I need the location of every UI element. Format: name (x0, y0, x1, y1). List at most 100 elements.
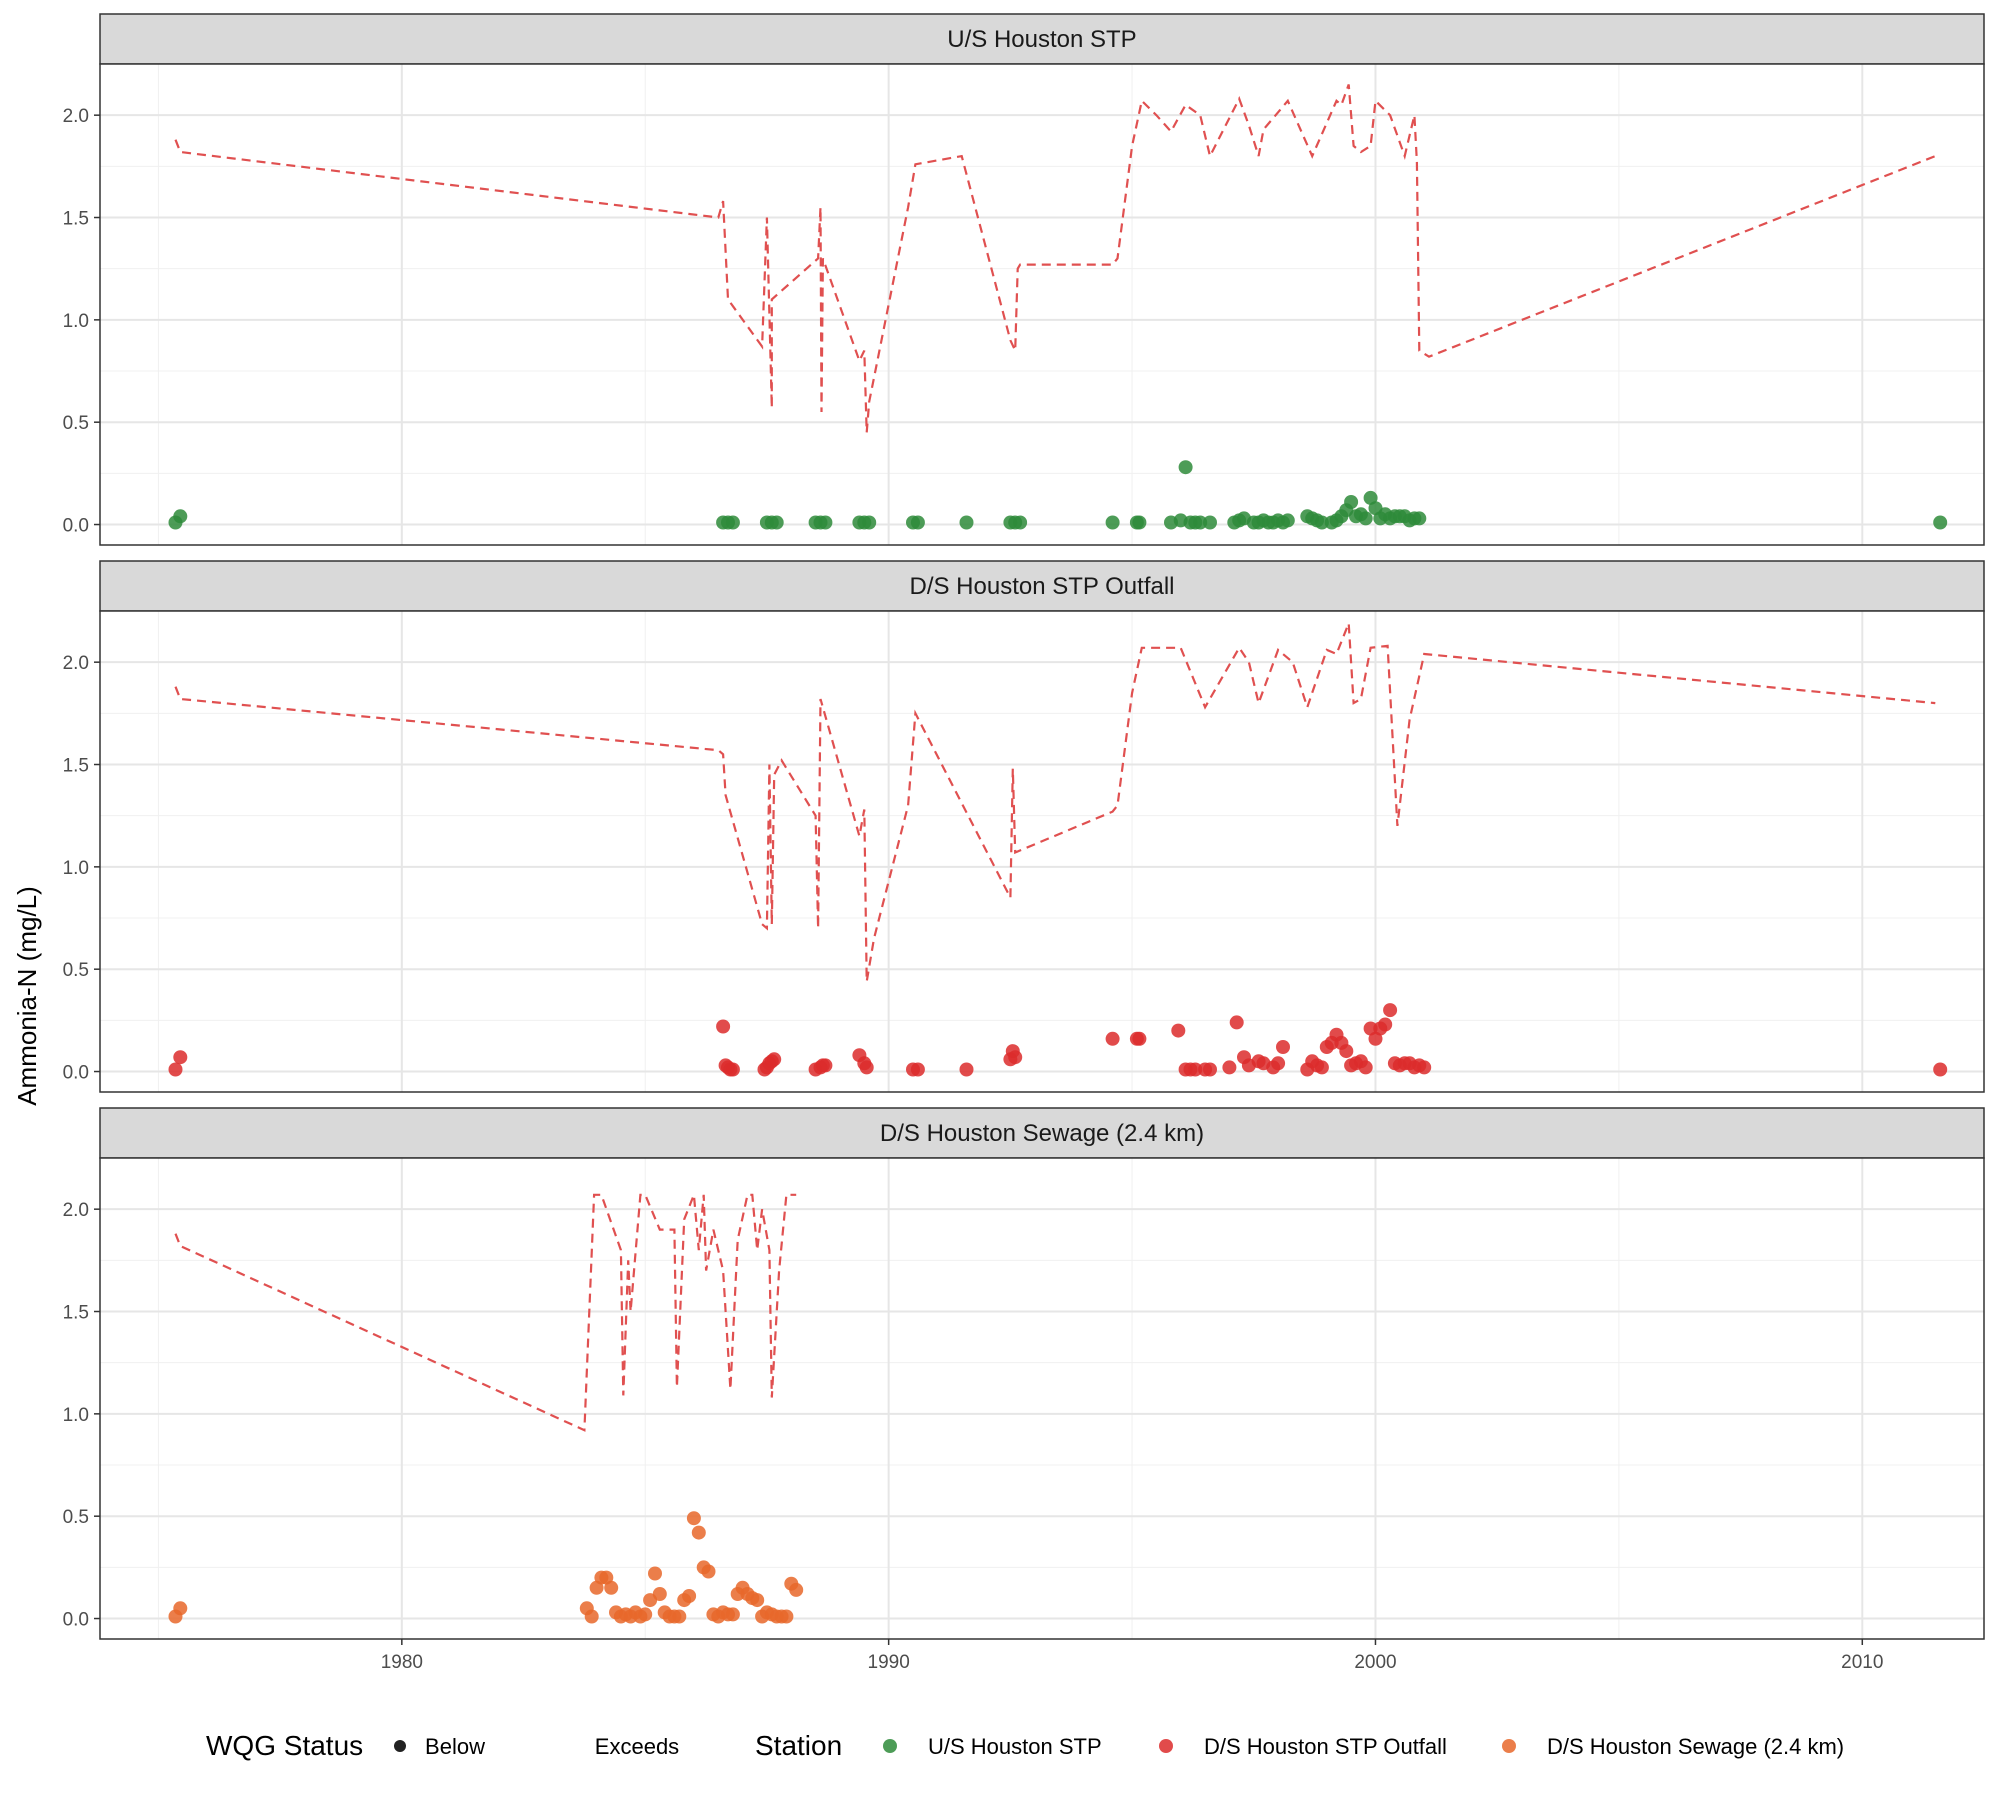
y-tick-label: 0.0 (63, 1063, 89, 1084)
panel-border (99, 610, 1985, 1093)
data-point (701, 1564, 716, 1579)
x-tick-label: 1980 (381, 1652, 423, 1673)
panel-background (100, 1158, 1984, 1639)
data-point (910, 1062, 925, 1077)
y-tick-label: 2.0 (63, 653, 89, 674)
data-point (725, 1062, 740, 1077)
data-point (1171, 1023, 1186, 1038)
data-point (1417, 1060, 1432, 1075)
legend-key-circle (394, 1740, 406, 1752)
data-point (682, 1589, 697, 1603)
data-point (1412, 511, 1427, 526)
x-tick-label: 2000 (1354, 1652, 1396, 1673)
legend-status-label: Below (425, 1734, 485, 1759)
y-tick-label: 1.0 (63, 1405, 89, 1426)
data-point (1132, 1031, 1147, 1046)
data-point (173, 1050, 188, 1065)
legend-status-items: Below Exceeds (394, 1734, 679, 1759)
legend-station-label: D/S Houston Sewage (2.4 km) (1547, 1734, 1844, 1759)
legend-status-title: WQG Status (206, 1730, 363, 1761)
panel-title: D/S Houston STP Outfall (909, 573, 1174, 600)
y-tick-label: 0.5 (63, 1507, 89, 1528)
data-point (604, 1580, 619, 1595)
data-point (959, 1062, 974, 1077)
data-point (1280, 513, 1295, 528)
wqg-guideline (174, 84, 1936, 433)
data-point (725, 515, 740, 530)
data-point (691, 1525, 706, 1540)
data-point (638, 1607, 653, 1622)
panel-border (99, 63, 1985, 546)
panel-strip (99, 560, 1985, 612)
legend-key-circle (1502, 1739, 1516, 1753)
wqg-guideline (174, 1193, 797, 1432)
panel-strip (99, 13, 1985, 65)
panel-strip (99, 1107, 1985, 1159)
data-point (1276, 1040, 1290, 1054)
data-point (1339, 1044, 1354, 1059)
legend-station-items: U/S Houston STP D/S Houston STP Outfall D/… (883, 1734, 1844, 1759)
data-point (1188, 1062, 1203, 1077)
data-point (1383, 1003, 1398, 1018)
y-tick-label: 0.0 (63, 516, 89, 537)
data-points (168, 1511, 804, 1624)
y-axis-title: Ammonia-N (mg/L) (12, 886, 42, 1106)
data-point (1933, 1062, 1948, 1077)
gridlines (100, 63, 1984, 545)
y-tick-label: 2.0 (63, 1200, 89, 1221)
data-point (1193, 515, 1208, 530)
y-axis: 0.0 0.5 1.0 1.5 2.0 (63, 1200, 100, 1631)
y-tick-label: 1.0 (63, 858, 89, 879)
data-point (1203, 515, 1217, 530)
data-point (1358, 511, 1373, 526)
gridlines (100, 610, 1984, 1092)
data-point (1314, 515, 1329, 530)
data-point (1378, 1017, 1393, 1032)
data-point (1203, 1062, 1217, 1077)
legend: WQG Status Below Exceeds Station U/S Hous… (206, 1730, 1844, 1761)
data-point (1229, 1015, 1244, 1030)
data-point (789, 1582, 804, 1597)
data-point (648, 1566, 662, 1581)
data-point (686, 1511, 701, 1526)
y-tick-label: 1.5 (63, 1303, 89, 1324)
y-tick-label: 1.0 (63, 311, 89, 332)
data-point (862, 515, 877, 530)
panel-title: D/S Houston Sewage (2.4 km) (880, 1120, 1204, 1147)
y-tick-label: 1.5 (63, 209, 89, 230)
data-point (652, 1587, 667, 1601)
y-tick-label: 0.5 (63, 413, 89, 434)
data-point (672, 1609, 687, 1624)
panel-background (100, 64, 1984, 545)
data-points (168, 460, 1948, 530)
data-point (1314, 1060, 1329, 1075)
data-point (168, 1062, 183, 1077)
data-point (818, 515, 833, 530)
data-point (769, 515, 784, 530)
data-point (767, 1052, 782, 1067)
data-point (173, 1601, 188, 1616)
data-point (1222, 1060, 1237, 1075)
legend-station-label: D/S Houston STP Outfall (1204, 1734, 1447, 1759)
panel-border (99, 1157, 1985, 1640)
x-tick-label: 2010 (1841, 1652, 1883, 1673)
data-point (173, 509, 188, 524)
y-tick-label: 1.5 (63, 756, 89, 777)
data-point (1178, 460, 1193, 475)
data-point (1132, 515, 1147, 530)
data-points (168, 1003, 1948, 1077)
data-point (1105, 1031, 1120, 1046)
y-axis: 0.0 0.5 1.0 1.5 2.0 (63, 653, 100, 1084)
legend-status-label: Exceeds (595, 1734, 679, 1759)
panel-1: U/S Houston STP 0.0 0.5 1.0 1.5 2.0 (63, 13, 1985, 546)
data-point (1933, 515, 1948, 530)
y-tick-label: 2.0 (63, 106, 89, 127)
panel-title: U/S Houston STP (947, 26, 1136, 53)
data-point (818, 1058, 833, 1073)
data-point (1105, 515, 1120, 530)
data-point (859, 1060, 874, 1075)
x-axis: 1980 1990 2000 2010 (381, 1639, 1883, 1673)
data-point (725, 1607, 740, 1622)
legend-key-circle (883, 1739, 897, 1753)
